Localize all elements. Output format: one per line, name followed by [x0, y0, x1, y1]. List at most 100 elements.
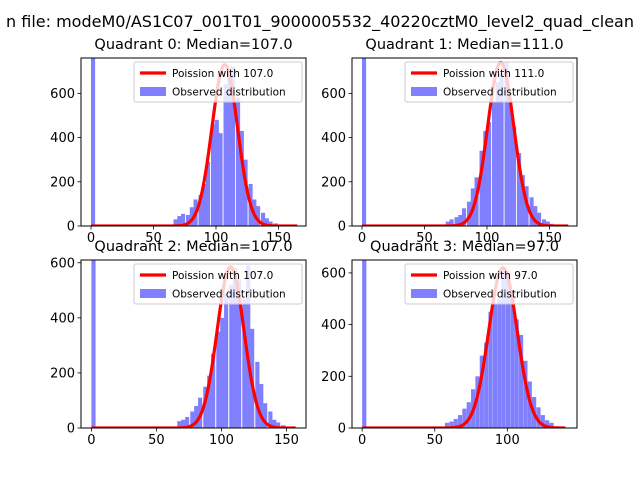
histogram-bar [453, 418, 458, 428]
poisson-curve [90, 265, 297, 428]
histogram-bar [508, 102, 513, 226]
legend-label: Poission with 107.0 [172, 68, 273, 80]
histogram-bar [536, 407, 541, 428]
y-tick-label: 200 [50, 366, 75, 381]
x-tick-label: 50 [416, 231, 433, 246]
poisson-curve [361, 266, 567, 428]
histogram-bar [236, 97, 241, 226]
legend-frame [133, 61, 303, 103]
poisson-curve [361, 60, 570, 226]
histogram-bar [214, 119, 219, 226]
histogram-bar [227, 71, 232, 226]
subplot-quadrant-2: Quadrant 2: Median=107.0 0 50 100 150 0 200 400… [50, 239, 307, 448]
histogram-bar [483, 130, 488, 226]
x-tick-label: 150 [537, 231, 562, 246]
subplot-title: Quadrant 2: Median=107.0 [94, 239, 292, 255]
legend: Poission with 107.0 Observed distribution [133, 263, 303, 305]
histogram-bar [454, 217, 459, 226]
y-tick-label: 600 [321, 266, 346, 281]
histogram-bar [462, 208, 467, 226]
histogram-bar [198, 195, 203, 226]
histogram-bar [533, 206, 538, 226]
legend: Poission with 107.0 Observed distribution [133, 61, 303, 103]
y-tick-label: 0 [338, 220, 346, 235]
histogram-bar [246, 265, 251, 428]
histogram-bar [540, 415, 545, 428]
histogram-bar [514, 319, 519, 428]
legend: Poission with 97.0 Observed distribution [404, 263, 574, 305]
x-tick-label: 100 [209, 433, 234, 448]
histogram-bar [91, 260, 96, 428]
histogram-bar [211, 353, 216, 428]
plot-area [361, 58, 570, 226]
histogram-bar [549, 422, 554, 428]
histogram-bar [223, 84, 228, 226]
legend: Poission with 111.0 Observed distribution [404, 61, 574, 103]
y-tick-label: 0 [67, 220, 75, 235]
histogram-bar [542, 219, 547, 226]
histogram-bar [216, 331, 221, 428]
plot-area [90, 260, 297, 428]
histogram-bar [177, 216, 182, 226]
x-tick-label: 50 [426, 433, 443, 448]
histogram-bar [545, 221, 550, 226]
histogram-bar [484, 342, 489, 428]
histogram-bar [194, 405, 199, 428]
histogram-bar [264, 218, 269, 226]
histogram-bar [207, 375, 212, 428]
x-tick-label: 100 [204, 231, 229, 246]
histogram-bar [512, 126, 517, 226]
histogram-bar [189, 207, 194, 226]
axes-frame [351, 57, 578, 227]
histogram-bar [487, 122, 492, 226]
subplot-title: Quadrant 0: Median=107.0 [94, 37, 292, 53]
y-tick-label: 400 [50, 131, 75, 146]
histogram-bar [362, 58, 367, 226]
histogram-bar [492, 303, 498, 428]
histogram-bar [445, 221, 450, 226]
histogram-bar [239, 130, 244, 226]
histogram-bar [449, 219, 454, 226]
histogram-bar [520, 175, 525, 226]
y-tick-label: 200 [321, 175, 346, 190]
legend-label: Poission with 111.0 [443, 68, 544, 80]
histogram-bar [495, 82, 500, 226]
histogram-bar [497, 298, 502, 428]
histogram-bar [272, 419, 277, 428]
legend-label: Observed distribution [443, 87, 557, 99]
legend-label: Poission with 107.0 [172, 270, 273, 282]
histogram-bar [181, 213, 186, 226]
x-tick-label: 0 [87, 433, 95, 448]
histogram-bar [263, 403, 268, 428]
histogram-bar [242, 298, 247, 428]
legend-frame [404, 263, 574, 305]
legend-frame [404, 61, 574, 103]
histogram-bar [181, 419, 186, 428]
histogram-bar [211, 124, 216, 226]
histogram-bar [202, 184, 207, 226]
y-tick-label: 200 [50, 175, 75, 190]
histogram-bar [268, 411, 273, 428]
x-tick-label: 0 [358, 231, 366, 246]
axes-frame [80, 57, 307, 227]
histogram-bar [237, 279, 242, 428]
histogram-bar [229, 284, 234, 428]
y-tick-label: 600 [50, 87, 75, 102]
histogram-bar [362, 260, 367, 428]
legend-label: Poission with 97.0 [443, 270, 538, 282]
histogram-bar [457, 415, 463, 428]
histogram-bar [91, 58, 96, 226]
histogram-bar [220, 317, 225, 428]
subplot-grid: Quadrant 0: Median=107.0 0 50 100 150 0 200 400… [50, 37, 578, 448]
subplot-title: Quadrant 1: Median=111.0 [365, 37, 563, 53]
histogram-bar [256, 206, 261, 226]
legend-label: Observed distribution [172, 87, 286, 99]
x-tick-label: 150 [274, 433, 299, 448]
histogram-bar [479, 355, 484, 428]
histogram-bar [190, 411, 195, 428]
histogram-bar [233, 268, 238, 428]
histogram-bar [499, 73, 504, 226]
histogram-bar [276, 422, 281, 428]
histogram-bar [444, 422, 450, 428]
